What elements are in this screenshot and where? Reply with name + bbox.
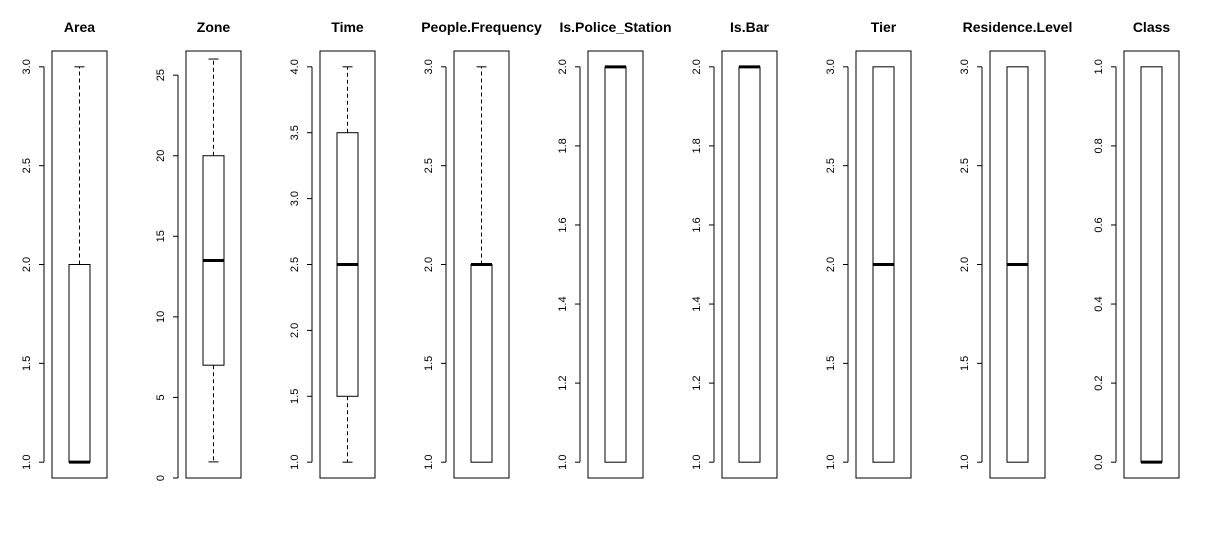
y-tick-label: 1.0 [557, 455, 569, 470]
y-tick-label: 3.0 [825, 59, 837, 74]
panel-frame [855, 50, 912, 479]
y-tick-label: 1.5 [959, 356, 971, 371]
y-tick-label: 0.6 [1093, 217, 1105, 232]
y-tick-label: 2.5 [825, 158, 837, 173]
panel-frame [453, 50, 510, 479]
y-tick-label: 2.0 [557, 59, 569, 74]
box-iqr [604, 66, 627, 463]
box-iqr [1140, 66, 1163, 463]
y-tick-label: 0.4 [1093, 296, 1105, 311]
y-tick-label: 0.0 [1093, 455, 1105, 470]
y-tick-label: 2.0 [959, 257, 971, 272]
y-tick-label: 0 [155, 475, 167, 481]
y-tick-label: 10 [155, 311, 167, 323]
y-tick-label: 3.0 [959, 59, 971, 74]
y-tick-label: 2.5 [959, 158, 971, 173]
y-tick-label: 1.8 [691, 138, 703, 153]
box-iqr [68, 264, 91, 463]
panel-frame [51, 50, 108, 479]
y-tick-label: 1.5 [21, 356, 33, 371]
panel-title: Tier [871, 19, 897, 35]
y-tick-label: 2.5 [423, 158, 435, 173]
panel-frame [721, 50, 778, 479]
y-tick-label: 1.6 [557, 217, 569, 232]
y-tick-label: 1.0 [691, 455, 703, 470]
y-tick-label: 2.5 [21, 158, 33, 173]
y-tick-label: 0.2 [1093, 375, 1105, 390]
y-tick-label: 1.0 [959, 455, 971, 470]
y-tick-label: 1.4 [557, 296, 569, 311]
panel-frame [319, 50, 376, 479]
y-tick-label: 2.0 [825, 257, 837, 272]
y-tick-label: 3.0 [21, 59, 33, 74]
panel-frame [1123, 50, 1180, 479]
y-tick-label: 3.5 [289, 125, 301, 140]
y-tick-label: 1.0 [1093, 59, 1105, 74]
y-tick-label: 2.0 [289, 323, 301, 338]
panel-frame [587, 50, 644, 479]
panel-title: People.Frequency [421, 19, 542, 35]
y-tick-label: 2.5 [289, 257, 301, 272]
y-tick-label: 5 [155, 394, 167, 400]
panel-title: Time [331, 19, 364, 35]
y-tick-label: 3.0 [423, 59, 435, 74]
y-tick-label: 1.2 [557, 375, 569, 390]
panel-title: Zone [197, 19, 231, 35]
panel-title: Area [64, 19, 95, 35]
y-tick-label: 2.0 [423, 257, 435, 272]
y-tick-label: 1.0 [423, 455, 435, 470]
y-tick-label: 25 [155, 69, 167, 81]
y-tick-label: 1.5 [289, 389, 301, 404]
panel-frame [989, 50, 1046, 479]
y-tick-label: 1.0 [825, 455, 837, 470]
y-tick-label: 1.8 [557, 138, 569, 153]
box-iqr [738, 66, 761, 463]
panel-title: Class [1133, 19, 1171, 35]
y-tick-label: 0.8 [1093, 138, 1105, 153]
y-tick-label: 3.0 [289, 191, 301, 206]
y-tick-label: 2.0 [21, 257, 33, 272]
y-tick-label: 20 [155, 150, 167, 162]
y-tick-label: 1.0 [21, 455, 33, 470]
y-tick-label: 1.5 [423, 356, 435, 371]
y-tick-label: 1.5 [825, 356, 837, 371]
y-tick-label: 1.4 [691, 296, 703, 311]
y-tick-label: 1.6 [691, 217, 703, 232]
y-tick-label: 15 [155, 230, 167, 242]
panel-title: Residence.Level [963, 19, 1073, 35]
box-iqr [470, 264, 493, 463]
y-tick-label: 4.0 [289, 59, 301, 74]
panel-frame [185, 50, 242, 479]
y-tick-label: 2.0 [691, 59, 703, 74]
y-tick-label: 1.2 [691, 375, 703, 390]
panel-title: Is.Bar [730, 19, 769, 35]
y-tick-label: 1.0 [289, 455, 301, 470]
panel-title: Is.Police_Station [559, 19, 671, 35]
